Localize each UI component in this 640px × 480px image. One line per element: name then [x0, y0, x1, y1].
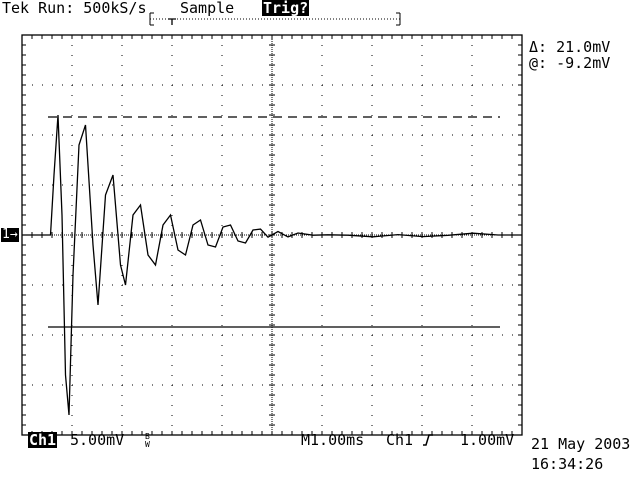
acquisition-mode: Sample: [180, 0, 235, 17]
bandwidth-limit-indicator: B W: [145, 432, 150, 449]
channel-label: Ch1: [28, 431, 58, 449]
cursor-position-readout: @: -9.2mV: [529, 54, 611, 72]
trigger-status-badge: Trig?: [262, 0, 310, 17]
trigger-level: 1.00mV: [460, 431, 515, 449]
rising-edge-icon: [423, 434, 433, 446]
acquisition-status: Tek Run: 500kS/s: [2, 0, 147, 17]
capture-date: 21 May 2003: [531, 435, 631, 453]
cursors: [48, 116, 500, 328]
cursor-delta-readout: Δ: 21.0mV: [529, 38, 611, 56]
timebase-readout: M1.00ms: [301, 431, 365, 449]
trigger-source: Ch1: [386, 431, 414, 449]
volts-per-div: 5.00mV: [70, 431, 125, 449]
record-position-bar: [149, 12, 401, 26]
capture-time: 16:34:26: [531, 455, 604, 473]
channel1-ground-marker: 1→: [1, 227, 19, 242]
ch1-waveform-trace: [22, 114, 522, 416]
